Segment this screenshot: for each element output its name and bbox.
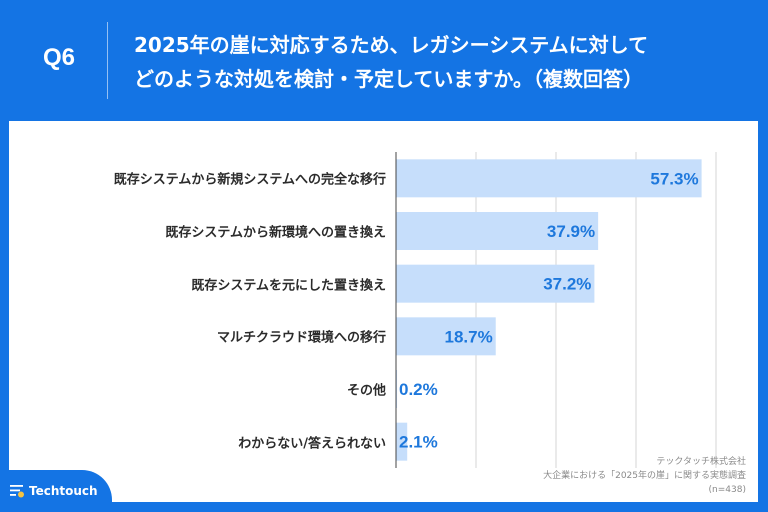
value-label: 37.9% bbox=[547, 222, 595, 241]
bar bbox=[396, 317, 496, 356]
question-title-line-1: 2025年の崖に対応するため、レガシーシステムに対して bbox=[134, 33, 649, 57]
bar bbox=[396, 264, 595, 303]
category-label: 既存システムから新規システムへの完全な移行 bbox=[113, 172, 386, 188]
header: Q6 2025年の崖に対応するため、レガシーシステムに対して どのような対処を検… bbox=[0, 0, 768, 120]
category-label: マルチクラウド環境への移行 bbox=[216, 330, 386, 346]
value-label: 0.2% bbox=[399, 380, 438, 399]
source-company: テックタッチ株式会社 bbox=[656, 457, 746, 467]
source-sample-size: (n=438) bbox=[708, 485, 746, 495]
category-label: わからない/答えられない bbox=[238, 436, 386, 452]
header-divider bbox=[107, 22, 108, 99]
bottom-border bbox=[0, 502, 768, 512]
source-note: テックタッチ株式会社 大企業における「2025年の崖」に関する実態調査 (n=4… bbox=[543, 455, 746, 497]
bar bbox=[396, 422, 408, 461]
bar bbox=[396, 370, 398, 408]
question-title: 2025年の崖に対応するため、レガシーシステムに対して どのような対処を検討・予… bbox=[134, 28, 754, 96]
bar bbox=[396, 159, 702, 198]
techtouch-logo-icon bbox=[10, 485, 24, 498]
category-label: その他 bbox=[346, 383, 386, 399]
question-title-line-2: どのような対処を検討・予定していますか。（複数回答） bbox=[134, 67, 643, 91]
question-number: Q6 bbox=[42, 44, 75, 71]
bar bbox=[396, 212, 599, 250]
source-survey: 大企業における「2025年の崖」に関する実態調査 bbox=[543, 471, 746, 481]
techtouch-logo: Techtouch bbox=[10, 484, 98, 498]
category-label: 既存システムから新環境への置き換え bbox=[165, 225, 386, 241]
value-label: 2.1% bbox=[399, 433, 438, 452]
value-label: 18.7% bbox=[445, 327, 493, 346]
value-label: 57.3% bbox=[650, 169, 698, 188]
category-label: 既存システムを元にした置き換え bbox=[191, 278, 386, 294]
value-label: 37.2% bbox=[543, 275, 591, 294]
brand-name: Techtouch bbox=[29, 484, 98, 498]
